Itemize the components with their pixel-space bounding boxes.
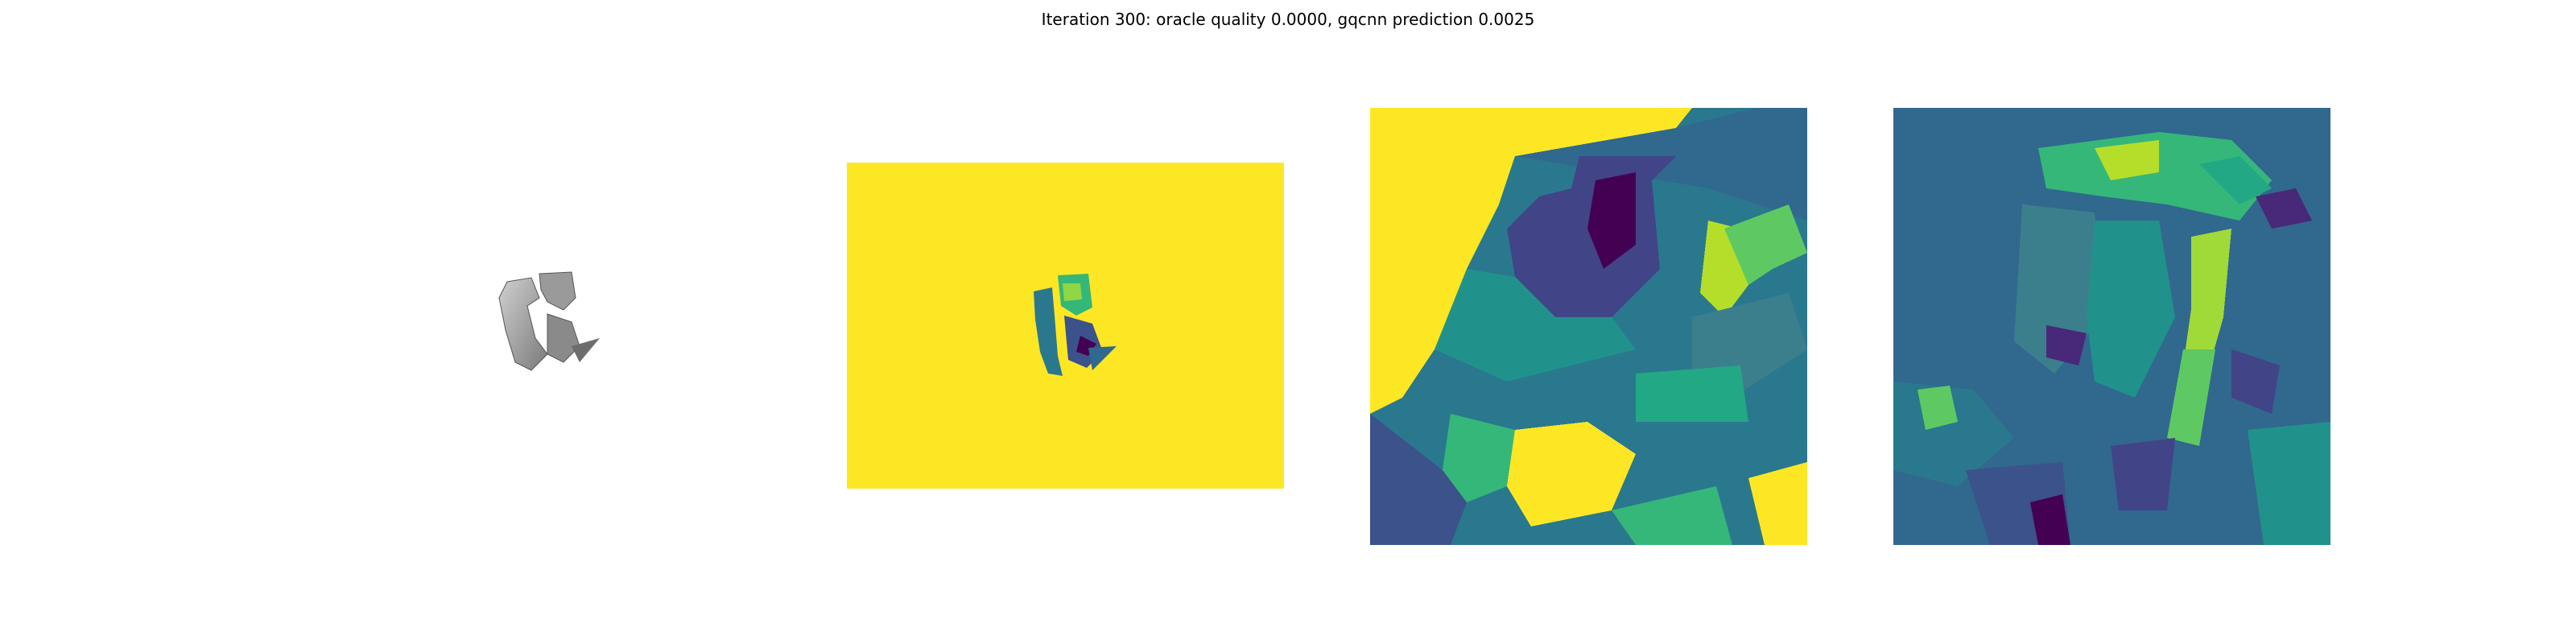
gradient-heatmap (1893, 108, 2330, 545)
gradient-panel (1893, 108, 2330, 545)
depth-crop-heatmap (1370, 108, 1807, 545)
depth-image-panel (847, 163, 1284, 489)
object-render-panel (451, 242, 644, 419)
object-render-image (498, 271, 600, 371)
depth-image (847, 163, 1284, 489)
depth-crop-panel (1370, 108, 1807, 545)
figure-title: Iteration 300: oracle quality 0.0000, gq… (1041, 10, 1535, 29)
